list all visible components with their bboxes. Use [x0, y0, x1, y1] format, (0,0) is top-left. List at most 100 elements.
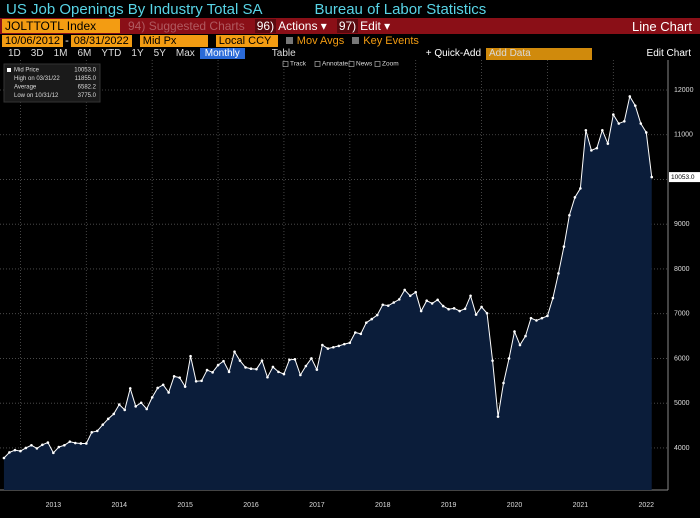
period-button[interactable]: 3D — [30, 48, 44, 59]
tool-button[interactable]: Annotate — [322, 61, 348, 68]
point — [145, 407, 149, 411]
point — [606, 142, 610, 145]
label: Suggested Charts — [148, 19, 245, 33]
currency[interactable]: Local CCY — [215, 34, 278, 47]
point — [562, 245, 566, 248]
point — [568, 213, 571, 217]
edit-chart[interactable]: Edit Chart — [646, 48, 691, 59]
point — [535, 319, 538, 322]
period-button[interactable]: 1D — [8, 48, 21, 59]
point — [595, 146, 599, 150]
y-tick-label: 8000 — [674, 266, 690, 273]
legend-value: 11855.0 — [75, 76, 97, 82]
chart-type: Line Chart — [632, 18, 692, 34]
point — [84, 442, 88, 445]
last-value-tag — [669, 172, 700, 183]
point — [183, 385, 187, 388]
point — [469, 294, 472, 298]
point — [370, 317, 374, 321]
x-tick-label: 2020 — [507, 502, 523, 509]
last-value-label: 10053.0 — [671, 174, 695, 181]
checkbox[interactable] — [352, 37, 360, 44]
point — [502, 381, 505, 385]
field[interactable]: Mid Px — [139, 34, 208, 47]
period-button[interactable]: YTD — [101, 48, 122, 59]
point — [161, 383, 165, 387]
period-button[interactable]: 6M — [77, 48, 92, 59]
legend-label: High on 03/31/22 — [14, 76, 60, 82]
tool-icon — [374, 61, 381, 67]
x-tick-label: 2021 — [573, 502, 589, 509]
period-button[interactable]: 1Y — [131, 48, 144, 59]
start-date[interactable]: 10/06/2012 — [2, 34, 64, 47]
key-events[interactable]: Key Events — [363, 34, 419, 47]
end-date[interactable]: 08/31/2022 — [70, 34, 132, 47]
chart: 2013 2014 2015 2016 2017 2018 2019 2020 2021 2022… — [0, 60, 700, 509]
title-bar: US Job Openings By Industry Total SA Bur… — [0, 0, 700, 18]
tool-button[interactable]: News — [356, 61, 373, 68]
point — [644, 131, 648, 134]
tool-icon — [314, 61, 321, 67]
point — [518, 343, 522, 347]
point — [612, 113, 615, 116]
period-button[interactable]: 1M — [53, 48, 68, 59]
point — [79, 442, 83, 445]
period-bar: 1D 3D 1M 6M YTD 1Y 5Y Max Monthly Table + Quick… — [0, 47, 700, 60]
label: Actions — [278, 19, 318, 33]
point — [150, 396, 154, 399]
point — [68, 440, 72, 443]
point — [63, 443, 66, 447]
point — [101, 423, 105, 426]
point — [397, 298, 401, 301]
point — [123, 408, 127, 412]
suggested-button[interactable]: 94) Suggested Charts — [128, 19, 245, 33]
point — [30, 443, 33, 447]
code: 96) — [254, 19, 277, 33]
point — [414, 290, 417, 294]
point — [249, 367, 253, 371]
point — [194, 379, 198, 383]
point — [430, 302, 434, 305]
x-tick-label: 2018 — [375, 502, 391, 509]
point — [222, 359, 225, 363]
point — [425, 299, 428, 303]
y-tick-label: 7000 — [674, 311, 690, 318]
actions-button[interactable]: 96) Actions ▾ — [254, 19, 327, 33]
mov-avgs[interactable]: Mov Avgs — [296, 34, 345, 47]
frequency[interactable]: Monthly — [199, 48, 245, 59]
point — [19, 449, 22, 453]
y-tick-label: 11000 — [674, 132, 693, 139]
point — [480, 305, 483, 309]
source: Bureau of Labor Statistics — [314, 0, 487, 18]
point — [419, 309, 423, 313]
point — [73, 441, 77, 445]
edit-button[interactable]: 97) Edit ▾ — [336, 19, 391, 33]
point — [332, 345, 335, 349]
point — [403, 288, 406, 292]
x-tick-label: 2019 — [441, 502, 457, 509]
legend-value: 3775.0 — [78, 93, 97, 99]
point — [496, 415, 500, 418]
point — [491, 359, 494, 362]
table-button[interactable]: Table — [271, 48, 296, 59]
quick-add[interactable]: + Quick-Add — [425, 48, 482, 59]
period-button[interactable]: Max — [175, 48, 195, 59]
settings-bar: 10/06/2012 - 08/31/2022 Mid Px Local CCY… — [0, 34, 700, 47]
point — [310, 357, 313, 360]
tool-button[interactable]: Track — [290, 61, 307, 68]
add-data[interactable]: Add Data — [486, 47, 593, 60]
point — [293, 358, 297, 361]
tool-button[interactable]: Zoom — [382, 61, 399, 68]
point — [134, 405, 138, 408]
legend-label: Average — [14, 85, 37, 91]
point — [633, 104, 637, 107]
point — [557, 272, 560, 275]
period-button[interactable]: 5Y — [153, 48, 166, 59]
checkbox[interactable] — [285, 37, 293, 44]
point — [628, 95, 632, 98]
point — [24, 446, 28, 450]
tool-icon — [282, 61, 289, 67]
x-tick-label: 2016 — [243, 502, 259, 509]
ticker[interactable]: JOLTTOTL Index — [2, 19, 120, 33]
